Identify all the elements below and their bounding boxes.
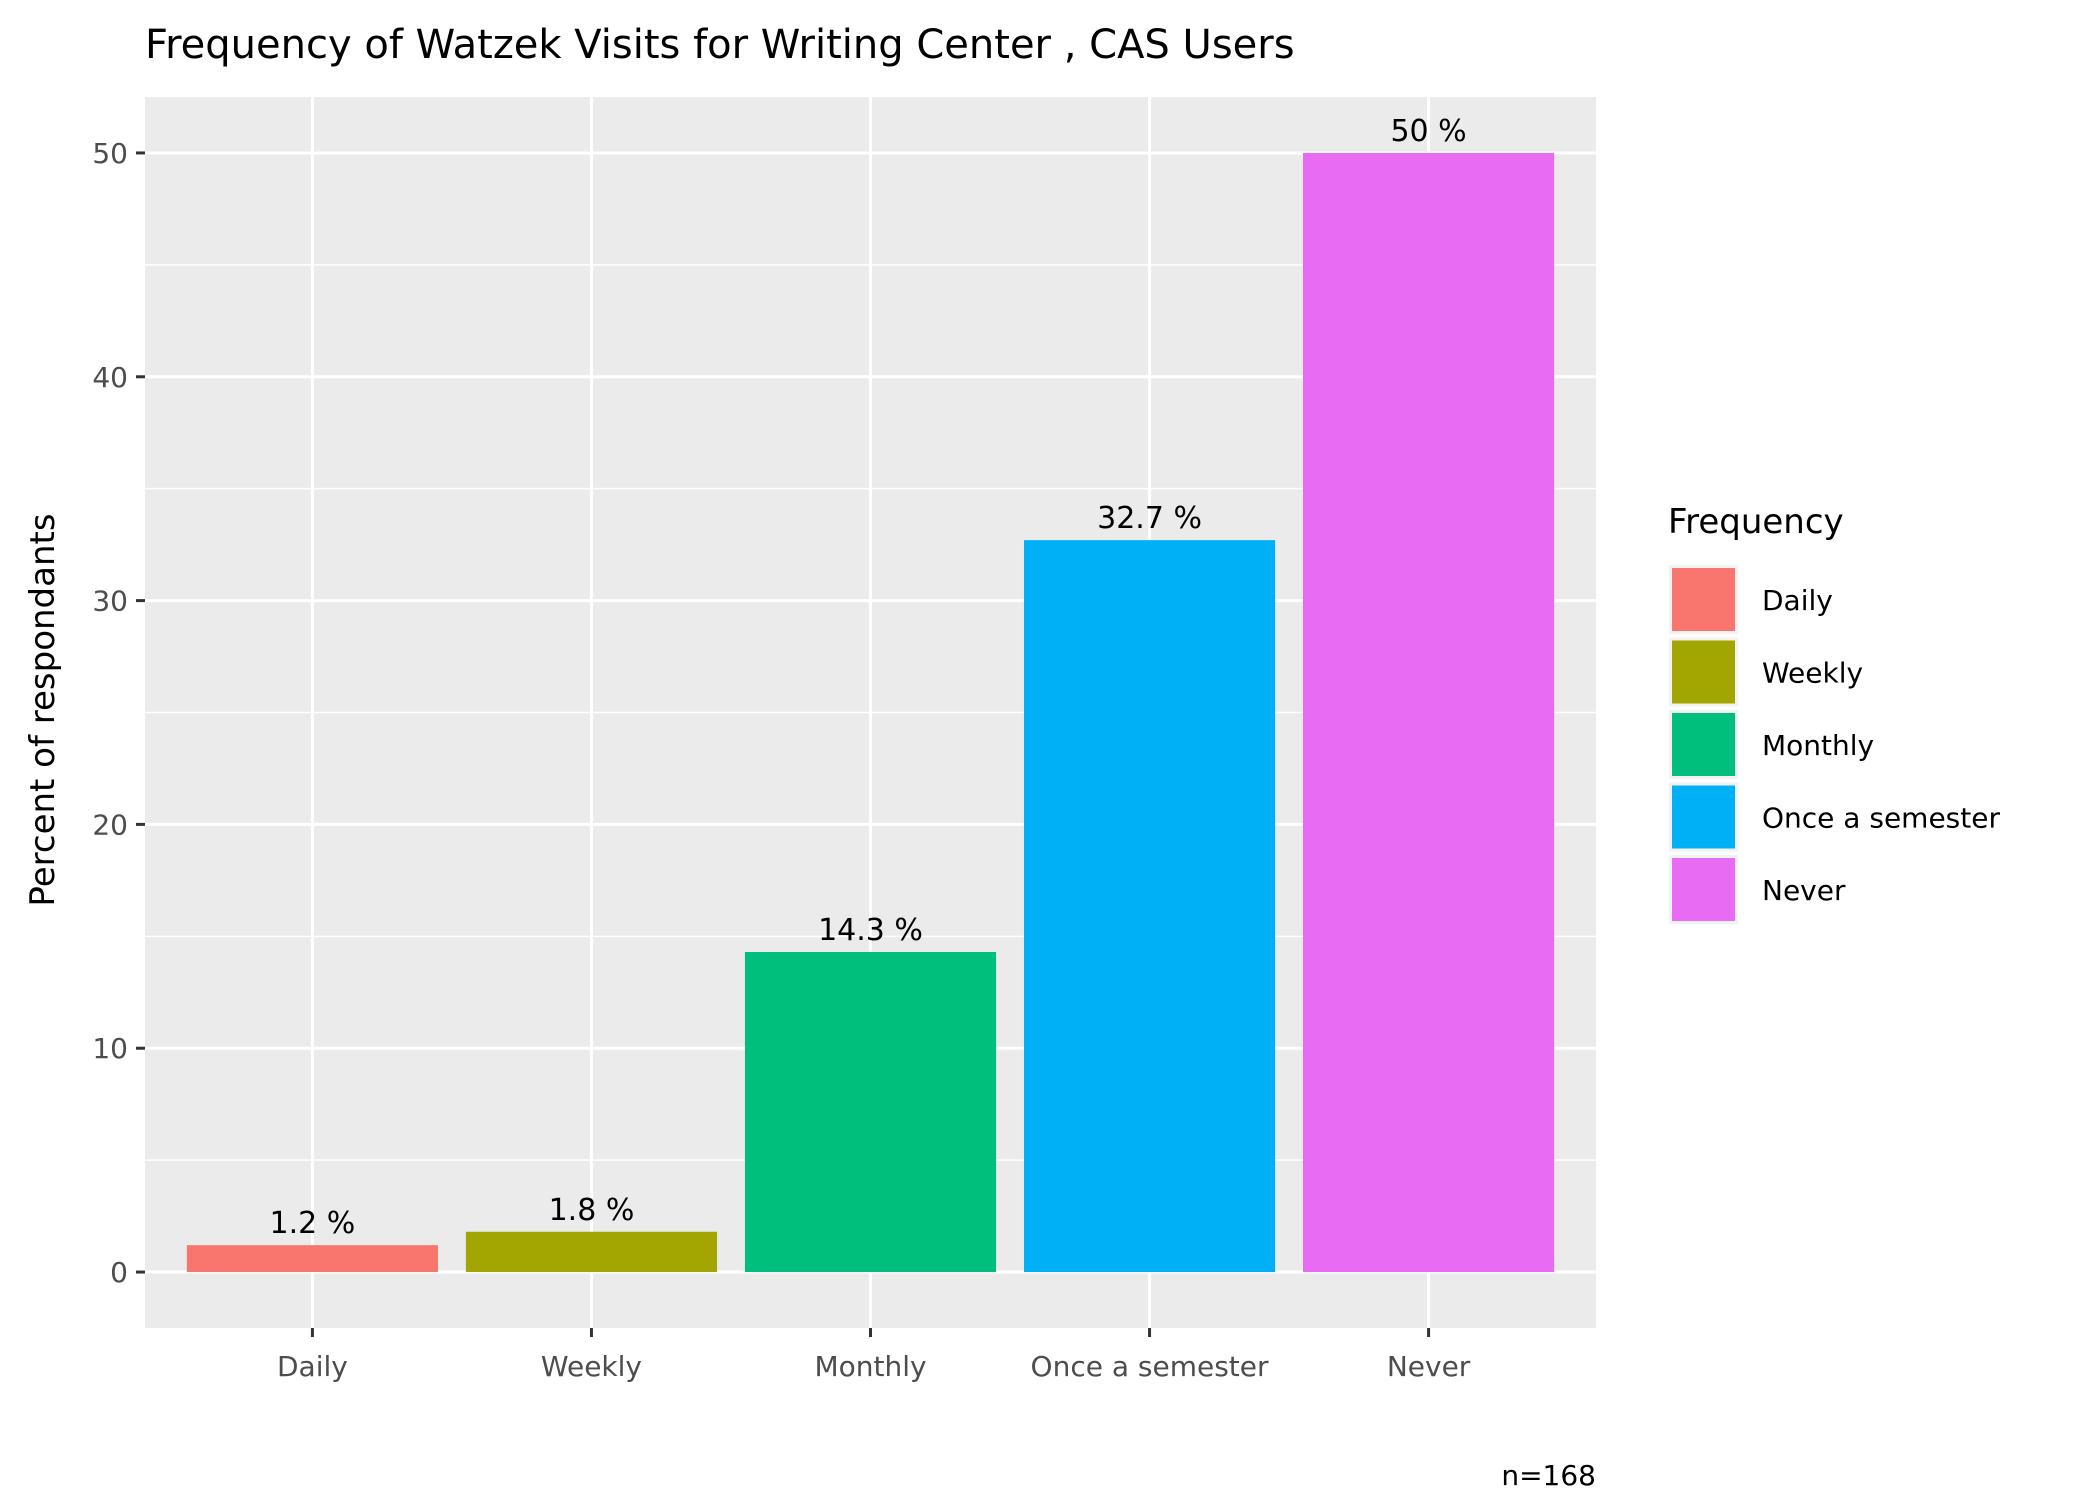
legend-title: Frequency xyxy=(1668,502,1844,542)
y-axis: 0 10 20 30 40 50 xyxy=(92,137,145,1289)
chart-title: Frequency of Watzek Visits for Writing C… xyxy=(145,22,1295,68)
legend-label: Daily xyxy=(1762,584,1833,617)
x-axis: Daily Weekly Monthly Once a semester Never xyxy=(277,1328,1471,1383)
legend-swatch xyxy=(1672,713,1735,776)
legend-label: Once a semester xyxy=(1762,802,2000,835)
bar xyxy=(1023,540,1276,1273)
legend-items: Daily Weekly Monthly Once a semester Never xyxy=(1669,565,2000,924)
bar xyxy=(465,1231,718,1273)
bars xyxy=(186,152,1555,1273)
caption: n=168 xyxy=(1501,1459,1596,1492)
bar-value-label: 1.8 % xyxy=(549,1193,635,1228)
bar-value-label: 14.3 % xyxy=(818,913,923,948)
bar xyxy=(186,1245,438,1273)
x-tick-label: Daily xyxy=(277,1350,348,1383)
x-tick-label: Weekly xyxy=(541,1350,642,1383)
bar-value-label: 32.7 % xyxy=(1097,501,1202,536)
legend: Frequency Daily Weekly Monthly Once a semes… xyxy=(1668,502,2000,924)
y-tick-label: 0 xyxy=(110,1256,128,1289)
y-axis-title: Percent of respondants xyxy=(23,513,63,906)
y-tick-label: 40 xyxy=(92,361,128,394)
bar xyxy=(744,951,997,1273)
legend-label: Monthly xyxy=(1762,729,1874,762)
legend-swatch xyxy=(1672,568,1735,631)
x-tick-label: Monthly xyxy=(814,1350,926,1383)
legend-label: Weekly xyxy=(1762,657,1863,690)
y-tick-label: 10 xyxy=(92,1032,128,1065)
y-tick-label: 20 xyxy=(92,808,128,841)
bar-value-labels: 1.2 % 1.8 % 14.3 % 32.7 % 50 % xyxy=(270,114,1467,1241)
y-tick-label: 30 xyxy=(92,585,128,618)
x-tick-label: Once a semester xyxy=(1031,1350,1269,1383)
legend-label: Never xyxy=(1762,874,1846,907)
y-tick-label: 50 xyxy=(92,137,128,170)
x-tick-label: Never xyxy=(1387,1350,1471,1383)
legend-swatch xyxy=(1672,785,1735,849)
bar-value-label: 1.2 % xyxy=(270,1206,356,1241)
legend-swatch xyxy=(1672,858,1735,921)
bar xyxy=(1303,152,1555,1273)
bar-value-label: 50 % xyxy=(1390,114,1466,149)
legend-swatch xyxy=(1672,640,1735,704)
